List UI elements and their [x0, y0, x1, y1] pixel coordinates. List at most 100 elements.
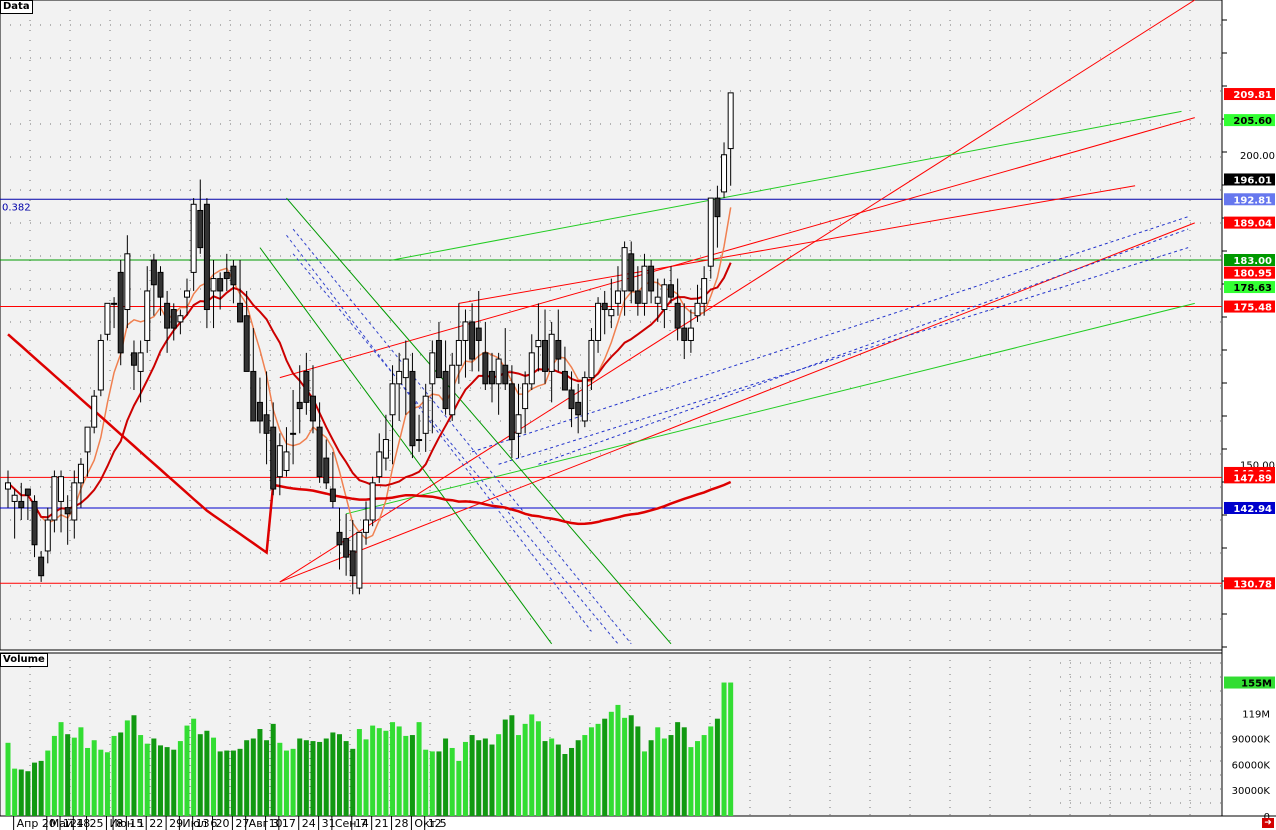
volume-bar[interactable]	[688, 747, 694, 816]
volume-bar[interactable]	[118, 732, 124, 816]
candle-body[interactable]	[482, 352, 489, 385]
candle-body[interactable]	[601, 302, 608, 311]
volume-bar[interactable]	[390, 722, 396, 816]
volume-bar[interactable]	[217, 751, 223, 816]
candle-body[interactable]	[51, 476, 58, 521]
candle-body[interactable]	[495, 358, 502, 385]
candle-body[interactable]	[210, 278, 217, 292]
candle-body[interactable]	[64, 507, 71, 515]
candle-body[interactable]	[356, 531, 363, 589]
candle-body[interactable]	[402, 358, 409, 379]
candle-body[interactable]	[628, 253, 635, 292]
volume-bar[interactable]	[509, 715, 515, 816]
volume-bar[interactable]	[58, 722, 64, 816]
candle-body[interactable]	[44, 519, 51, 552]
volume-bar[interactable]	[476, 740, 482, 816]
volume-bar[interactable]	[462, 741, 468, 816]
candle-body[interactable]	[502, 364, 509, 385]
volume-bar[interactable]	[542, 741, 548, 816]
volume-bar[interactable]	[635, 726, 641, 816]
candle-body[interactable]	[515, 414, 522, 434]
candle-body[interactable]	[727, 92, 734, 150]
volume-bar[interactable]	[549, 738, 555, 817]
volume-bar[interactable]	[535, 721, 541, 816]
candle-body[interactable]	[522, 383, 529, 410]
volume-bar[interactable]	[65, 734, 71, 816]
volume-bar[interactable]	[403, 735, 409, 816]
candle-body[interactable]	[528, 352, 535, 385]
volume-bar[interactable]	[290, 748, 296, 816]
candle-body[interactable]	[555, 339, 562, 360]
volume-bar[interactable]	[270, 723, 276, 816]
candle-body[interactable]	[363, 519, 370, 533]
down-channel-green-lower[interactable]	[259, 247, 553, 645]
volume-bar[interactable]	[569, 747, 575, 816]
candle-body[interactable]	[449, 364, 456, 416]
candle-body[interactable]	[38, 556, 45, 577]
volume-bar[interactable]	[350, 748, 356, 816]
volume-bar[interactable]	[370, 725, 376, 816]
candle-body[interactable]	[568, 389, 575, 410]
volume-bar[interactable]	[555, 744, 561, 816]
expand-icon[interactable]: ➜	[1262, 818, 1274, 828]
candle-body[interactable]	[77, 463, 84, 484]
volume-bar[interactable]	[641, 751, 647, 816]
volume-bar[interactable]	[522, 723, 528, 816]
candle-body[interactable]	[455, 339, 462, 366]
candle-body[interactable]	[648, 265, 655, 292]
candle-body[interactable]	[150, 259, 157, 286]
volume-bar[interactable]	[224, 750, 230, 816]
volume-bar[interactable]	[396, 726, 402, 816]
volume-bar[interactable]	[264, 740, 270, 816]
candle-body[interactable]	[137, 352, 144, 372]
candle-body[interactable]	[184, 290, 191, 298]
volume-bar[interactable]	[38, 760, 44, 816]
candle-body[interactable]	[681, 327, 688, 341]
volume-bar[interactable]	[297, 738, 303, 817]
candle-body[interactable]	[694, 302, 701, 317]
candle-body[interactable]	[117, 271, 124, 354]
candle-body[interactable]	[170, 309, 177, 329]
candle-body[interactable]	[11, 494, 18, 502]
volume-bar[interactable]	[648, 740, 654, 816]
candle-body[interactable]	[707, 197, 714, 267]
candle-body[interactable]	[608, 309, 615, 317]
volume-bar[interactable]	[502, 719, 508, 816]
candle-body[interactable]	[389, 383, 396, 416]
volume-bar[interactable]	[489, 744, 495, 816]
candle-body[interactable]	[5, 482, 11, 490]
volume-bar[interactable]	[71, 737, 77, 816]
candle-body[interactable]	[316, 426, 323, 478]
volume-bar[interactable]	[12, 768, 18, 816]
volume-bar[interactable]	[675, 722, 681, 816]
channel-line-red-upper2[interactable]	[279, 117, 1195, 379]
volume-bar[interactable]	[237, 748, 243, 816]
candle-body[interactable]	[488, 370, 495, 385]
volume-bar[interactable]	[376, 728, 382, 816]
volume-bar[interactable]	[197, 734, 203, 816]
volume-bar[interactable]	[436, 751, 442, 816]
candle-body[interactable]	[250, 370, 257, 422]
candle-body[interactable]	[588, 339, 595, 379]
candle-body[interactable]	[230, 265, 237, 286]
volume-bar[interactable]	[429, 751, 435, 816]
candle-body[interactable]	[442, 370, 449, 410]
candle-body[interactable]	[721, 154, 728, 193]
volume-bar[interactable]	[5, 742, 11, 816]
volume-bar[interactable]	[529, 714, 535, 816]
candle-body[interactable]	[296, 401, 303, 410]
volume-bar[interactable]	[283, 750, 289, 816]
candle-body[interactable]	[190, 203, 197, 273]
candle-body[interactable]	[164, 302, 171, 329]
candle-body[interactable]	[97, 339, 104, 391]
volume-bar[interactable]	[449, 747, 455, 816]
volume-bar[interactable]	[383, 730, 389, 816]
candle-body[interactable]	[634, 290, 641, 304]
channel-line-red-upper[interactable]	[279, 0, 1196, 583]
candle-body[interactable]	[376, 451, 383, 478]
candle-body[interactable]	[614, 290, 621, 304]
candle-body[interactable]	[290, 432, 297, 435]
volume-bar[interactable]	[608, 711, 614, 816]
volume-bar[interactable]	[695, 741, 701, 816]
candle-body[interactable]	[462, 321, 469, 341]
